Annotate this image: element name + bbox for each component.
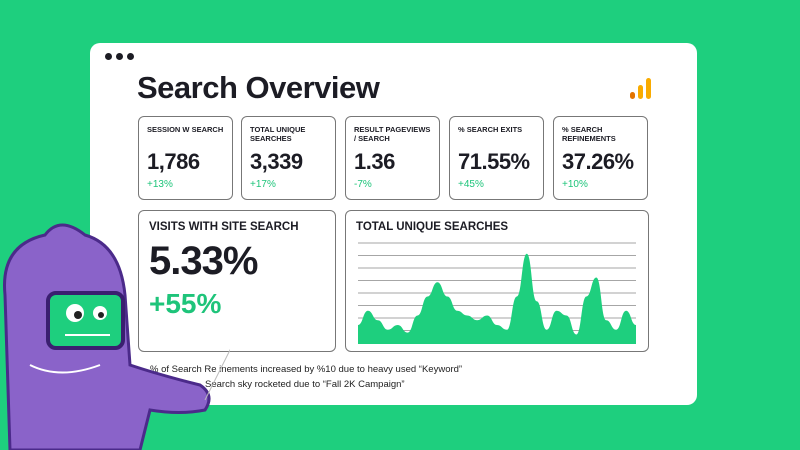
kpi-value: 1.36 xyxy=(354,149,395,174)
kpi-card: TOTAL UNIQUE SEARCHES 3,339 +17% xyxy=(241,116,336,200)
kpi-card: % SEARCH EXITS 71.55% +45% xyxy=(449,116,544,200)
kpi-change: +10% xyxy=(562,179,588,190)
note-1: % of Search Re inements increased by %10… xyxy=(150,364,463,375)
note-2: Search sky rocketed due to “Fall 2K Camp… xyxy=(205,379,405,390)
kpi-value: 3,339 xyxy=(250,149,303,174)
kpi-change: +13% xyxy=(147,179,173,190)
card-value: 5.33% xyxy=(149,239,258,283)
total-unique-searches-chart-card: TOTAL UNIQUE SEARCHES xyxy=(345,210,649,352)
page-title: Search Overview xyxy=(137,70,380,105)
kpi-card: RESULT PAGEVIEWS / SEARCH 1.36 -7% xyxy=(345,116,440,200)
kpi-label: % SEARCH REFINEMENTS xyxy=(562,125,616,143)
monster-mascot-illustration xyxy=(3,223,230,450)
area-series xyxy=(358,253,636,344)
kpi-change: +17% xyxy=(250,179,276,190)
kpi-value: 71.55% xyxy=(458,149,530,174)
kpi-change: -7% xyxy=(354,179,372,190)
kpi-label: RESULT PAGEVIEWS / SEARCH xyxy=(354,125,431,143)
analytics-logo-icon xyxy=(630,78,651,99)
visits-with-site-search-card: VISITS WITH SITE SEARCH 5.33% +55% xyxy=(138,210,336,352)
searches-area-chart xyxy=(358,242,636,344)
kpi-card: % SEARCH REFINEMENTS 37.26% +10% xyxy=(553,116,648,200)
kpi-label: TOTAL UNIQUE SEARCHES xyxy=(250,125,306,143)
kpi-card: SESSION W SEARCH 1,786 +13% xyxy=(138,116,233,200)
kpi-label: SESSION W SEARCH xyxy=(147,125,224,134)
kpi-label: % SEARCH EXITS xyxy=(458,125,523,134)
card-label: VISITS WITH SITE SEARCH xyxy=(149,221,299,233)
window-menu-dots[interactable] xyxy=(105,53,134,60)
kpi-value: 37.26% xyxy=(562,149,634,174)
card-label: TOTAL UNIQUE SEARCHES xyxy=(356,221,509,233)
kpi-value: 1,786 xyxy=(147,149,200,174)
kpi-change: +45% xyxy=(458,179,484,190)
card-change: +55% xyxy=(149,288,222,319)
dashboard-window xyxy=(90,43,697,405)
